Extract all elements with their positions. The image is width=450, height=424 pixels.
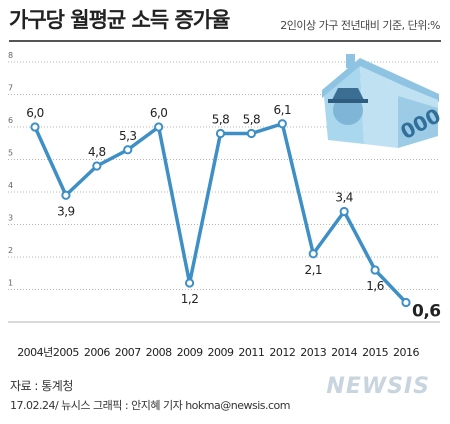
x-tick-label: 2009 bbox=[208, 346, 234, 359]
y-tick-label: 4 bbox=[8, 181, 13, 190]
x-tick-label: 2006 bbox=[84, 346, 110, 359]
data-label: 6,1 bbox=[274, 103, 292, 117]
data-point bbox=[215, 128, 226, 139]
y-tick-label: 7 bbox=[8, 84, 13, 93]
x-tick-label: 2015 bbox=[362, 346, 388, 359]
data-point bbox=[154, 122, 164, 132]
house-banknote-illustration: 000 bbox=[322, 54, 443, 148]
data-point bbox=[308, 249, 318, 259]
data-label: 3,9 bbox=[57, 204, 75, 218]
y-tick-label: 8 bbox=[8, 51, 13, 60]
title-rule bbox=[9, 40, 441, 42]
chart-title: 가구당 월평균 소득 증가율 bbox=[9, 8, 230, 32]
x-tick-label: 2011 bbox=[238, 346, 264, 359]
credit-note: 17.02.24/ 뉴시스 그래픽 : 안지혜 기자 hokma@newsis.… bbox=[10, 399, 290, 412]
y-tick-label: 2 bbox=[8, 246, 13, 255]
source-note: 자료 : 통계청 bbox=[10, 379, 73, 393]
data-point bbox=[123, 145, 133, 155]
data-label: 2,1 bbox=[304, 263, 322, 277]
data-label: 5,8 bbox=[243, 113, 261, 127]
y-tick-label: 6 bbox=[8, 116, 13, 125]
house-roof bbox=[322, 58, 439, 102]
line-chart: 1 2 3 4 5 6 7 8 6,0 3,9 4,8 5,3 6,0 1,2 5,8 5,8 6,1 2,1 3,… bbox=[8, 51, 441, 359]
data-point bbox=[184, 278, 195, 288]
house-chimney bbox=[346, 54, 355, 68]
x-tick-label: 2013 bbox=[300, 346, 326, 359]
data-label: 6,0 bbox=[150, 106, 168, 120]
portrait-hat bbox=[332, 88, 364, 100]
x-tick-label: 2012 bbox=[269, 346, 295, 359]
data-point bbox=[339, 206, 349, 217]
data-point bbox=[246, 128, 257, 139]
x-tick-label: 2007 bbox=[115, 346, 141, 359]
data-point bbox=[30, 122, 40, 132]
x-tick-label: 2004년 bbox=[17, 346, 53, 359]
data-point bbox=[370, 265, 380, 275]
y-tick-label: 5 bbox=[8, 149, 13, 158]
data-label: 6,0 bbox=[26, 106, 44, 120]
x-tick-label: 2009 bbox=[177, 346, 203, 359]
data-point bbox=[61, 190, 71, 200]
data-point bbox=[277, 119, 287, 129]
chart-subtitle: 2인이상 가구 전년대비 기준, 단위:% bbox=[280, 19, 440, 32]
data-label: 3,4 bbox=[335, 191, 353, 205]
data-point bbox=[401, 297, 411, 308]
x-tick-label: 2008 bbox=[146, 346, 172, 359]
y-tick-label: 1 bbox=[8, 279, 13, 288]
y-tick-label: 3 bbox=[8, 214, 13, 223]
house-wall-shade bbox=[398, 96, 438, 148]
x-tick-label: 2005 bbox=[53, 346, 79, 359]
data-label: 1,2 bbox=[181, 292, 199, 306]
data-label: 5,8 bbox=[212, 113, 230, 127]
data-point bbox=[92, 161, 102, 171]
data-label: 4,8 bbox=[88, 145, 106, 159]
x-tick-label: 2016 bbox=[393, 346, 419, 359]
data-label: 1,6 bbox=[366, 279, 384, 293]
data-label: 0,6 bbox=[412, 302, 441, 322]
data-label: 5,3 bbox=[119, 129, 137, 143]
newsis-logo: NEWSIS bbox=[326, 374, 430, 399]
portrait-hatband bbox=[328, 99, 368, 103]
x-tick-label: 2014 bbox=[331, 346, 357, 359]
